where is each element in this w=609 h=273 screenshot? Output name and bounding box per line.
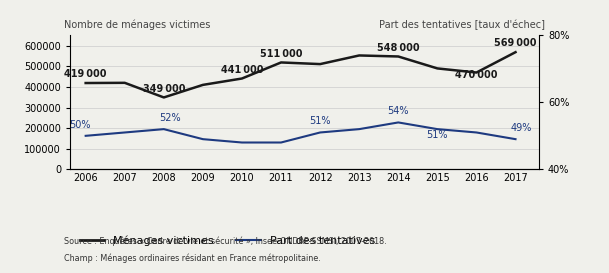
Text: Nombre de ménages victimes: Nombre de ménages victimes [64, 20, 210, 30]
Text: Part des tentatives [taux d'échec]: Part des tentatives [taux d'échec] [379, 20, 545, 30]
Text: 51%: 51% [309, 117, 331, 126]
Text: Champ : Ménages ordinaires résidant en France métropolitaine.: Champ : Ménages ordinaires résidant en F… [64, 254, 321, 263]
Text: 49%: 49% [511, 123, 532, 133]
Text: 51%: 51% [427, 130, 448, 140]
Text: 548 000: 548 000 [377, 43, 420, 53]
Text: Source : Enquêtes « Cadre de vie et sécurité », Insee-ONDRP-SSMSI, 2007-2018.: Source : Enquêtes « Cadre de vie et sécu… [64, 236, 387, 246]
Text: 52%: 52% [159, 113, 180, 123]
Text: 441 000: 441 000 [220, 65, 263, 75]
Text: 511 000: 511 000 [260, 49, 302, 59]
Text: 470 000: 470 000 [455, 70, 498, 80]
Text: 419 000: 419 000 [65, 69, 107, 79]
Text: 50%: 50% [69, 120, 91, 130]
Text: 349 000: 349 000 [143, 84, 185, 94]
Text: 569 000: 569 000 [495, 38, 537, 48]
Text: 54%: 54% [387, 106, 409, 116]
Legend: Ménages victimes, Part des tentatives: Ménages victimes, Part des tentatives [76, 231, 379, 250]
